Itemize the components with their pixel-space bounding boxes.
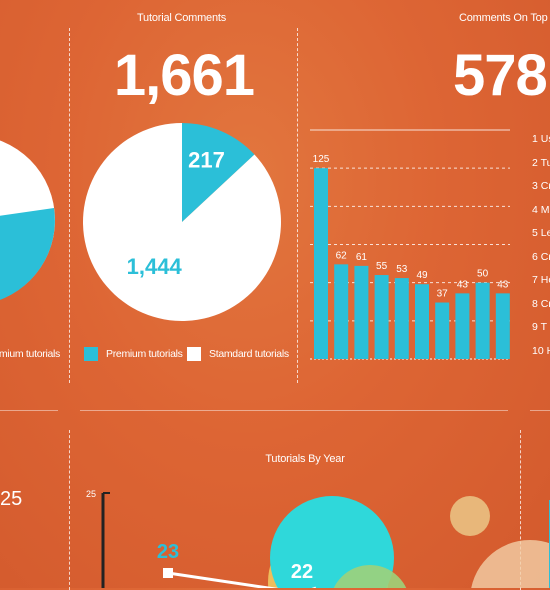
bar-1	[314, 168, 328, 359]
tutorials-by-year-chart: 25 23 22	[86, 489, 550, 588]
year-line	[167, 571, 316, 588]
top10-title: Comments On Top 10 T	[459, 12, 550, 24]
top10-list-item: 3 Cr	[532, 180, 550, 192]
tutorial-comments-pie: 217 1,444	[83, 123, 281, 321]
pie-label-premium: 217	[188, 148, 225, 173]
rule-bottom-left	[0, 410, 58, 411]
bubble-peach	[471, 540, 550, 588]
bar-2	[334, 264, 349, 359]
divider-middle	[297, 28, 298, 383]
tutorial-comments-total: 1,661	[113, 43, 255, 108]
bar-value-label-9: 50	[477, 269, 489, 280]
bubble-small	[450, 496, 490, 536]
bar-value-label-8: 43	[457, 279, 469, 290]
bar-3	[354, 265, 369, 359]
legend-swatch-premium	[84, 347, 98, 361]
legend-swatch-standard	[187, 347, 201, 361]
left-pie-premium-slice	[0, 208, 55, 300]
top10-list-item: 6 Cr	[532, 250, 550, 263]
bar-7	[435, 302, 450, 359]
bar-10	[495, 293, 510, 359]
bar-value-label-6: 49	[416, 270, 428, 281]
bubble-cyan	[270, 496, 394, 588]
top10-list-item: 9 T	[532, 321, 547, 333]
top10-list-item: 4 Ma	[532, 203, 550, 216]
legend-label-premium: Premium tutorials	[106, 348, 183, 360]
divider-bottom-right	[520, 430, 521, 590]
top10-list-item: 1 Us	[532, 133, 550, 145]
bubble-green	[333, 565, 407, 588]
bar-value-label-1: 125	[313, 154, 330, 165]
top10-list-item: 8 Cr	[532, 297, 550, 310]
top10-list-item: 10 H	[532, 344, 550, 357]
pie-slice-standard	[83, 123, 281, 321]
year-point-1	[163, 568, 173, 578]
top10-list-item: 5 Le	[532, 227, 550, 239]
bar-4	[374, 275, 389, 359]
bar-8	[455, 293, 470, 359]
left-pie-legend-label: Premium tutorials	[0, 348, 60, 360]
year-line-series: 23 22	[157, 541, 316, 588]
pie-label-standard: 1,444	[127, 254, 183, 279]
top10-list-item: 2 Tu	[532, 156, 550, 169]
bar-value-label-4: 55	[376, 261, 388, 272]
year-point-label-1: 23	[157, 541, 179, 563]
tutorials-by-year-title: Tutorials By Year	[265, 453, 345, 465]
bar-5	[394, 278, 409, 359]
bar-value-label-3: 61	[356, 252, 368, 263]
rule-bottom-center	[80, 410, 508, 411]
top10-bar-chart: 125 62 61 55 53 49 37 43 50 43	[310, 129, 510, 360]
top10-total: 578	[453, 43, 548, 108]
legend-label-standard: Stamdard tutorials	[209, 348, 289, 360]
divider-left	[69, 28, 70, 383]
bar-value-label-2: 62	[336, 250, 348, 261]
top10-list-item: 7 Ho	[532, 274, 550, 286]
y-tick-label: 25	[86, 489, 96, 499]
bar-value-label-10: 43	[497, 279, 509, 290]
bottom-left-value: 25	[0, 488, 23, 510]
rule-bottom-right	[530, 410, 550, 411]
pie-slice-premium	[182, 123, 255, 222]
bar-value-label-7: 37	[437, 289, 449, 300]
tutorial-comments-title: Tutorial Comments	[136, 12, 227, 24]
bar-6	[415, 284, 429, 359]
bar-9	[475, 282, 490, 359]
divider-bottom-left	[69, 430, 70, 590]
year-point-label-2: 22	[291, 561, 313, 583]
bar-value-label-5: 53	[396, 264, 408, 275]
left-pie-chart	[0, 140, 55, 300]
